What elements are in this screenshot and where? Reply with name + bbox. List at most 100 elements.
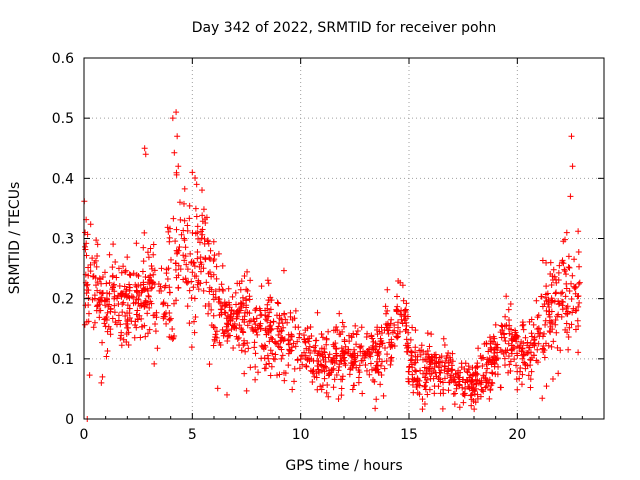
data-point — [448, 377, 455, 384]
data-point — [575, 323, 582, 330]
data-point — [162, 282, 169, 289]
data-point — [325, 354, 332, 361]
data-point — [147, 272, 154, 279]
data-point — [248, 324, 255, 331]
data-point — [535, 325, 542, 332]
data-point — [468, 402, 475, 409]
data-point — [325, 393, 332, 400]
data-point — [516, 344, 523, 351]
data-point — [519, 322, 526, 329]
data-point — [569, 272, 576, 279]
data-point — [460, 399, 467, 406]
data-point — [409, 371, 416, 378]
data-point — [304, 335, 311, 342]
data-point — [339, 373, 346, 380]
data-point — [499, 327, 506, 334]
data-point — [347, 366, 354, 373]
data-point — [133, 311, 140, 318]
data-point — [98, 294, 105, 301]
data-point — [238, 301, 245, 308]
data-point — [382, 303, 389, 310]
data-point — [225, 285, 232, 292]
data-point — [262, 365, 269, 372]
data-point — [519, 355, 526, 362]
data-point — [181, 185, 188, 192]
data-point — [265, 355, 272, 362]
data-point — [391, 327, 398, 334]
data-point — [485, 359, 492, 366]
data-point — [473, 363, 480, 370]
data-point — [469, 377, 476, 384]
data-point — [513, 376, 520, 383]
data-points — [81, 109, 583, 422]
data-point — [85, 264, 92, 271]
data-point — [364, 347, 371, 354]
data-point — [89, 273, 96, 280]
data-point — [202, 256, 209, 263]
data-point — [576, 263, 583, 270]
data-point — [141, 322, 148, 329]
data-point — [546, 308, 553, 315]
data-point — [87, 221, 94, 228]
data-point — [147, 245, 154, 252]
data-point — [384, 322, 391, 329]
data-point — [575, 280, 582, 287]
data-point — [231, 320, 238, 327]
data-point — [133, 240, 140, 247]
data-point — [424, 348, 431, 355]
data-point — [81, 321, 88, 328]
data-point — [130, 294, 137, 301]
data-point — [173, 297, 180, 304]
data-point — [213, 263, 220, 270]
data-point — [138, 323, 145, 330]
data-point — [439, 359, 446, 366]
data-point — [285, 350, 292, 357]
data-point — [150, 279, 157, 286]
data-point — [368, 366, 375, 373]
data-point — [161, 311, 168, 318]
data-point — [471, 406, 478, 413]
data-point — [171, 332, 178, 339]
data-point — [172, 266, 179, 273]
data-point — [341, 357, 348, 364]
data-point — [367, 360, 374, 367]
data-point — [349, 365, 356, 372]
data-point — [152, 320, 159, 327]
x-tick-label: 10 — [292, 427, 310, 443]
data-point — [483, 369, 490, 376]
x-axis-label: GPS time / hours — [285, 458, 402, 474]
data-point — [103, 296, 110, 303]
data-point — [189, 269, 196, 276]
data-point — [563, 229, 570, 236]
data-point — [571, 283, 578, 290]
data-point — [430, 375, 437, 382]
data-point — [449, 350, 456, 357]
data-point — [173, 109, 180, 116]
data-point — [445, 350, 452, 357]
data-point — [200, 265, 207, 272]
data-point — [405, 329, 412, 336]
data-point — [442, 363, 449, 370]
data-point — [531, 334, 538, 341]
data-point — [445, 365, 452, 372]
data-point — [99, 373, 106, 380]
data-point — [140, 258, 147, 265]
data-point — [232, 289, 239, 296]
data-point — [470, 398, 477, 405]
data-point — [340, 323, 347, 330]
data-point — [487, 387, 494, 394]
data-point — [281, 311, 288, 318]
data-point — [269, 350, 276, 357]
data-point — [103, 353, 110, 360]
data-point — [549, 376, 556, 383]
data-point — [575, 349, 582, 356]
data-point — [150, 251, 157, 258]
data-point — [111, 281, 118, 288]
data-point — [166, 284, 173, 291]
data-point — [194, 223, 201, 230]
data-point — [273, 312, 280, 319]
data-point — [423, 379, 430, 386]
data-point — [436, 354, 443, 361]
data-point — [380, 392, 387, 399]
data-point — [140, 279, 147, 286]
